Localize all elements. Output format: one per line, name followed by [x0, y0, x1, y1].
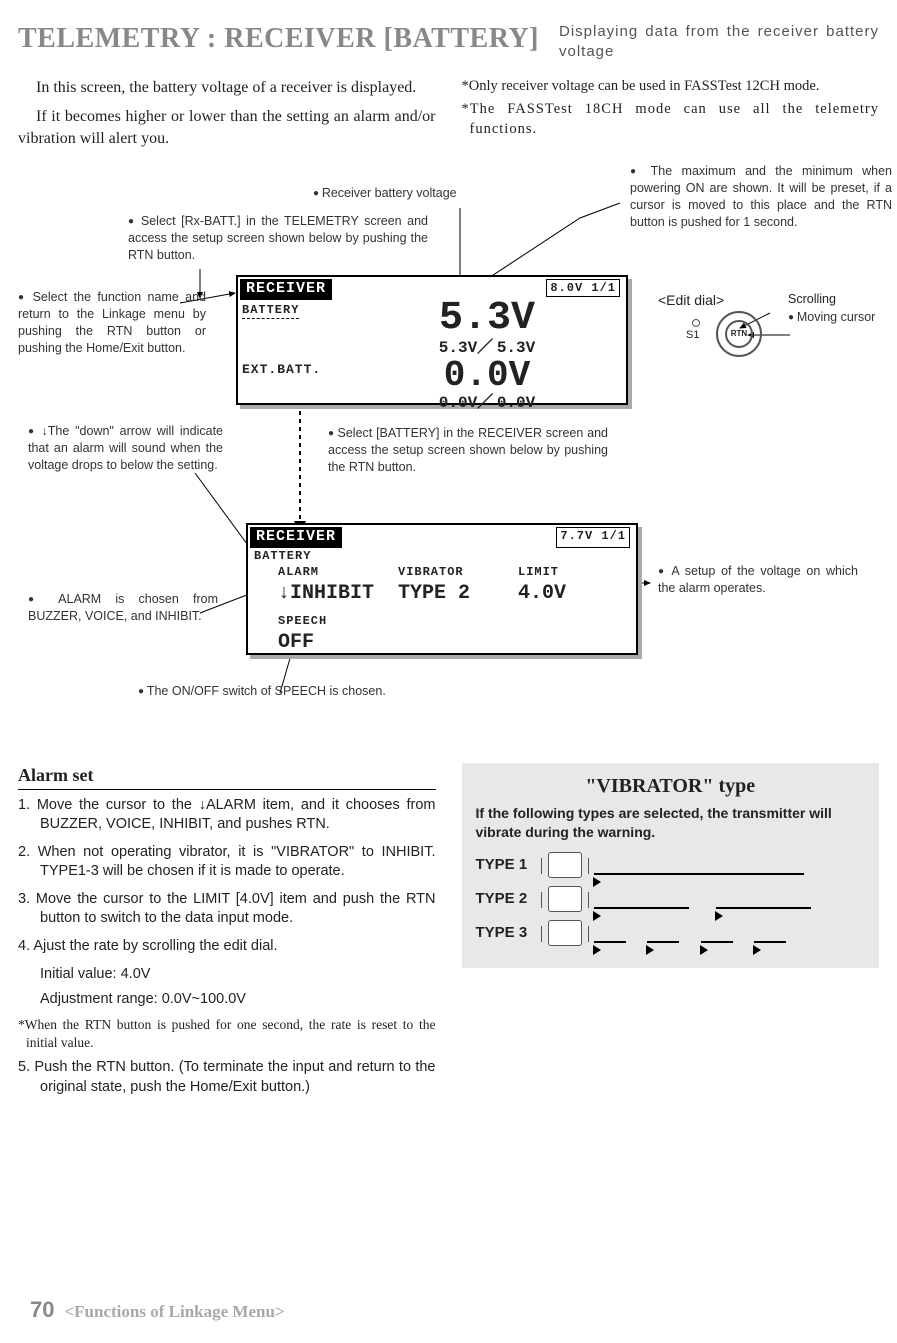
s1-dot-icon [692, 319, 700, 327]
vibrator-box: "VIBRATOR" type If the following types a… [462, 763, 880, 968]
lcd1-ext-sub2: 0.0V [497, 394, 535, 412]
vib-row-3: TYPE 3 [476, 920, 866, 946]
lcd1-sub-v1: 5.3V／ [439, 339, 493, 357]
vib-row-2: TYPE 2 [476, 886, 866, 912]
lcd-screen-2: RECEIVER 7.7V 1/1 BATTERY ALARM ↓INHIBIT… [246, 523, 638, 655]
lcd2-speech-val: OFF [278, 629, 636, 656]
edit-dial-label: <Edit dial> [658, 291, 724, 310]
diagram-area: Receiver battery voltage Select [Rx-BATT… [18, 163, 879, 753]
lcd2-topright: 7.7V 1/1 [556, 527, 630, 547]
annot-voltage-setup: A setup of the voltage on which the alar… [658, 563, 858, 597]
annot-rx-volt: Receiver battery voltage [313, 185, 513, 202]
step-1: 1. Move the cursor to the ↓ALARM item, a… [18, 796, 436, 835]
intro-p1: In this screen, the battery voltage of a… [18, 77, 436, 99]
lcd1-extbatt-label: EXT.BATT. [242, 361, 348, 379]
lcd1-ext-sub1: 0.0V／ [439, 394, 493, 412]
vibrate-icon [548, 920, 582, 946]
annot-select-battery: Select [BATTERY] in the RECEIVER screen … [328, 425, 608, 476]
step-2: 2. When not operating vibrator, it is "V… [18, 843, 436, 882]
vibrator-title: "VIBRATOR" type [476, 773, 866, 800]
note-2: *The FASSTest 18CH mode can use all the … [462, 100, 880, 139]
s1-label: S1 [686, 328, 699, 343]
rtn-dial-center: RTN [725, 320, 753, 348]
lcd2-val-alarm: ↓INHIBIT [278, 580, 388, 607]
annot-select-rxbatt: Select [Rx-BATT.] in the TELEMETRY scree… [128, 213, 428, 264]
lcd1-battery-label: BATTERY [242, 302, 299, 319]
annot-max-min: The maximum and the minimum when powerin… [630, 163, 892, 231]
annot-down-arrow: ↓The "down" arrow will indicate that an … [28, 423, 223, 474]
lcd1-header: RECEIVER [240, 279, 332, 299]
alarm-set-heading: Alarm set [18, 763, 436, 789]
vibrate-icon [548, 886, 582, 912]
lcd1-ext-voltage: 0.0V [348, 359, 626, 393]
lcd2-col-vibrator: VIBRATOR [398, 564, 508, 580]
lcd-screen-1: RECEIVER 8.0V 1/1 BATTERY EXT.BATT. 5.3V… [236, 275, 628, 405]
page-title: TELEMETRY : RECEIVER [BATTERY] [18, 20, 539, 58]
page-subtitle: Displaying data from the receiver batter… [559, 20, 879, 63]
lcd2-speech-label: SPEECH [278, 613, 636, 629]
page-number: 70 [30, 1295, 54, 1325]
moving-cursor-label: Moving cursor [788, 309, 897, 326]
vibrate-icon [548, 852, 582, 878]
vib-type2-label: TYPE 2 [476, 889, 536, 909]
page-footer: 70 <Functions of Linkage Menu> [30, 1295, 285, 1325]
lcd2-col-alarm: ALARM [278, 564, 388, 580]
lcd1-topright: 8.0V 1/1 [546, 279, 620, 297]
step-4a: Initial value: 4.0V [18, 965, 436, 985]
lcd2-col-limit: LIMIT [518, 564, 608, 580]
vibrator-sub: If the following types are selected, the… [476, 804, 866, 842]
vib-type1-label: TYPE 1 [476, 855, 536, 875]
section-name: <Functions of Linkage Menu> [64, 1301, 284, 1324]
vib-type3-label: TYPE 3 [476, 923, 536, 943]
step-4: 4. Ajust the rate by scrolling the edit … [18, 937, 436, 957]
step-5: 5. Push the RTN button. (To terminate th… [18, 1058, 436, 1097]
edit-dial-icon: RTN [716, 311, 762, 357]
scrolling-label: Scrolling [788, 291, 836, 308]
note-1: *Only receiver voltage can be used in FA… [462, 77, 880, 97]
step-3: 3. Move the cursor to the LIMIT [4.0V] i… [18, 890, 436, 929]
lcd1-main-voltage: 5.3V [348, 300, 626, 338]
step-4b: Adjustment range: 0.0V~100.0V [18, 990, 436, 1010]
annot-func-name: Select the function name and return to t… [18, 289, 206, 357]
annot-alarm-chosen: ALARM is chosen from BUZZER, VOICE, and … [28, 591, 218, 625]
annot-speech: The ON/OFF switch of SPEECH is chosen. [138, 683, 438, 700]
lcd2-val-limit: 4.0V [518, 580, 608, 607]
step-4-note: *When the RTN button is pushed for one s… [18, 1016, 436, 1052]
intro-p2: If it becomes higher or lower than the s… [18, 106, 436, 149]
lcd2-val-vibrator: TYPE 2 [398, 580, 508, 607]
lcd2-header: RECEIVER [250, 527, 342, 547]
lcd2-battery-label: BATTERY [248, 548, 636, 564]
lcd1-sub-v2: 5.3V [497, 339, 535, 357]
vib-row-1: TYPE 1 [476, 852, 866, 878]
